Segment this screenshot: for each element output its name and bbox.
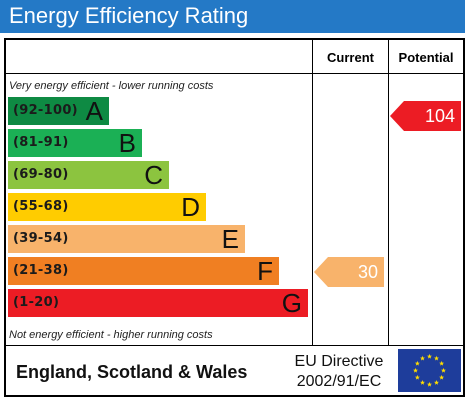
potential-rating-value: 104 [424, 106, 455, 126]
chart-title: Energy Efficiency Rating [9, 3, 249, 28]
eu-star-icon [434, 355, 439, 361]
potential-rating-arrow: 104 [390, 101, 461, 131]
eu-star-icon [414, 360, 420, 366]
eu-flag-icon [398, 349, 461, 392]
region-label: England, Scotland & Wales [16, 362, 248, 382]
footer-divider [4, 345, 465, 346]
band-range-label: (69-80) [13, 167, 69, 182]
band-letter: C [144, 160, 163, 190]
band-range-label: (92-100) [13, 103, 78, 118]
eu-star-icon [427, 381, 432, 387]
band-letter: D [181, 192, 200, 222]
band-letter: G [281, 288, 302, 318]
directive-line-1: EU Directive [294, 353, 384, 370]
band-b: (81-91) B [8, 129, 142, 157]
eu-star-icon [439, 374, 445, 380]
band-range-label: (55-68) [13, 199, 69, 214]
eu-star-icon [420, 355, 425, 361]
band-range-label: (81-91) [13, 135, 69, 150]
band-range-label: (1-20) [13, 295, 60, 310]
potential-column-header: Potential [398, 50, 454, 65]
title-bar: Energy Efficiency Rating [0, 0, 465, 33]
potential-arrow-shape [390, 101, 461, 131]
rating-frame [4, 38, 465, 397]
eu-star-icon [413, 367, 418, 373]
current-rating-value: 30 [357, 262, 378, 282]
eu-star-icon [439, 360, 445, 366]
current-arrow-shape [314, 257, 384, 287]
band-letter: B [118, 128, 136, 158]
band-g: (1-20) G [8, 289, 308, 317]
header-divider [4, 73, 465, 74]
band-letter: E [221, 224, 239, 254]
band-f: (21-38) F [8, 257, 279, 285]
potential-column-divider [388, 38, 389, 345]
efficient-note: Very energy efficient - lower running co… [9, 80, 214, 92]
band-a: (92-100) A [8, 97, 109, 125]
current-column-divider [312, 38, 313, 345]
eu-star-icon [434, 380, 439, 385]
band-range-label: (39-54) [13, 231, 69, 246]
directive-line-2: 2002/91/EC [296, 373, 382, 390]
eu-star-icon [420, 380, 425, 385]
current-column-header: Current [327, 50, 374, 65]
band-d: (55-68) D [8, 193, 206, 221]
band-letter: F [257, 256, 273, 286]
eu-star-icon [427, 353, 432, 359]
band-c: (69-80) C [8, 161, 169, 189]
current-rating-arrow: 30 [314, 257, 384, 287]
inefficient-note: Not energy efficient - higher running co… [9, 329, 213, 341]
eu-star-icon [414, 374, 420, 380]
eu-directive: EU Directive 2002/91/EC [284, 352, 394, 392]
eu-star-icon [441, 367, 446, 373]
band-range-label: (21-38) [13, 263, 69, 278]
band-letter: A [85, 96, 103, 126]
band-e: (39-54) E [8, 225, 245, 253]
